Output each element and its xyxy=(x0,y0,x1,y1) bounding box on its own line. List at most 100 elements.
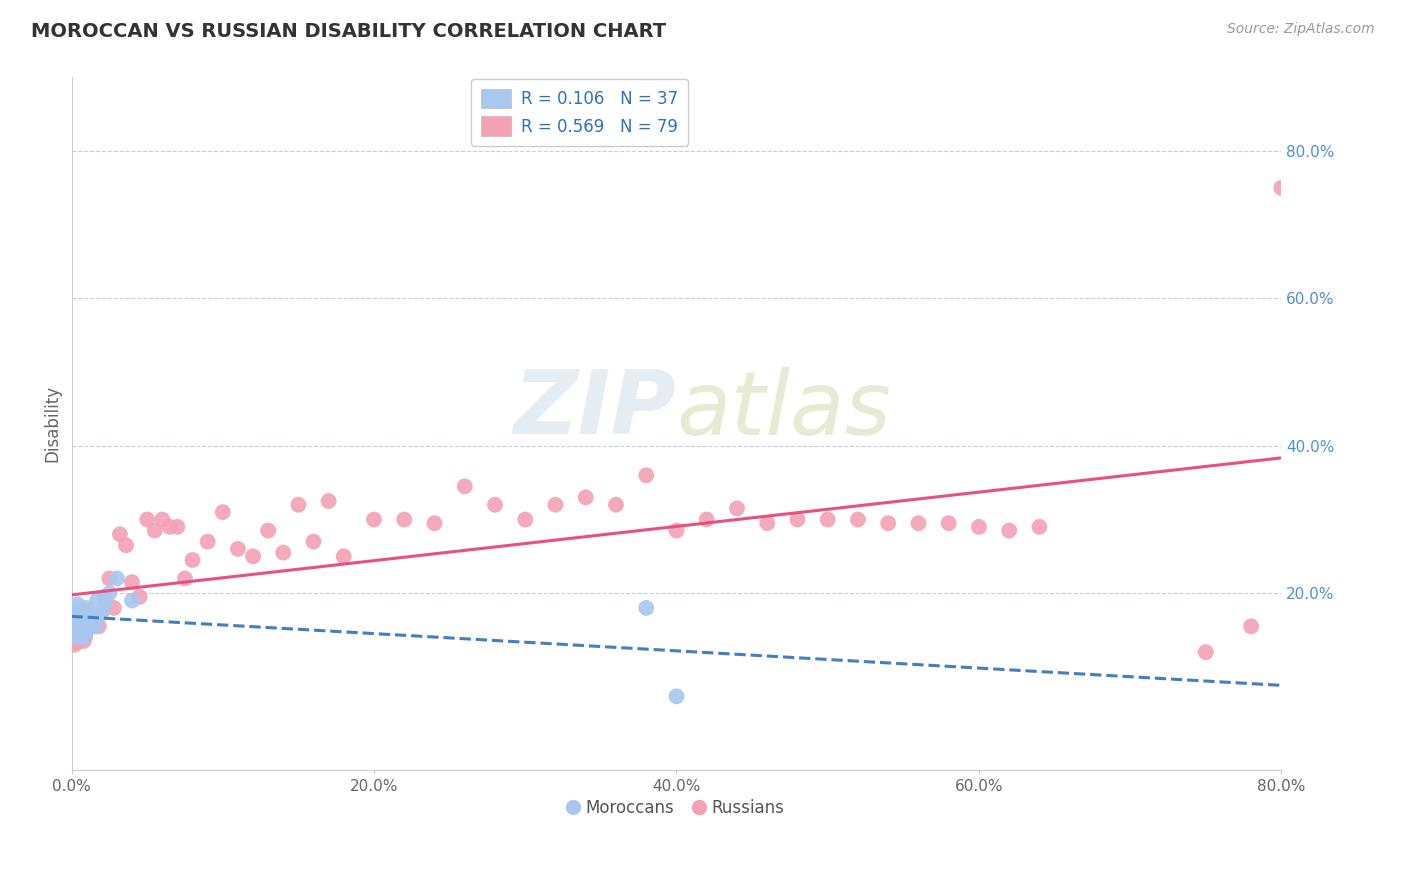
Point xyxy=(66,597,89,611)
Point xyxy=(82,619,104,633)
Point xyxy=(786,512,808,526)
Point xyxy=(271,546,294,560)
Point xyxy=(67,623,90,637)
Point xyxy=(363,512,385,526)
Point xyxy=(66,634,89,648)
Point xyxy=(63,638,86,652)
Point xyxy=(1270,181,1292,195)
Point xyxy=(63,631,86,645)
Point xyxy=(938,516,960,531)
Point xyxy=(80,619,103,633)
Point xyxy=(67,608,90,623)
Point xyxy=(544,498,567,512)
Point xyxy=(394,512,416,526)
Point xyxy=(77,605,100,619)
Point xyxy=(65,605,87,619)
Point xyxy=(67,631,90,645)
Point xyxy=(756,516,779,531)
Point xyxy=(103,601,125,615)
Point xyxy=(76,623,98,637)
Point xyxy=(575,491,598,505)
Point xyxy=(82,612,104,626)
Point xyxy=(79,608,101,623)
Point xyxy=(515,512,537,526)
Point xyxy=(75,619,97,633)
Point xyxy=(76,612,98,626)
Point xyxy=(605,498,627,512)
Point xyxy=(159,520,181,534)
Point xyxy=(84,612,107,626)
Point xyxy=(84,619,107,633)
Point xyxy=(998,524,1021,538)
Point xyxy=(94,597,117,611)
Point xyxy=(121,593,143,607)
Point xyxy=(115,538,138,552)
Point xyxy=(128,590,150,604)
Point xyxy=(211,505,233,519)
Point xyxy=(136,512,159,526)
Point xyxy=(257,524,280,538)
Point xyxy=(143,524,166,538)
Point xyxy=(69,626,91,640)
Point xyxy=(636,468,658,483)
Point xyxy=(83,612,105,626)
Point xyxy=(83,608,105,623)
Point xyxy=(226,541,249,556)
Point xyxy=(76,605,98,619)
Point xyxy=(76,601,98,615)
Point xyxy=(69,619,91,633)
Point xyxy=(62,619,84,633)
Point xyxy=(1195,645,1218,659)
Point xyxy=(108,527,131,541)
Point xyxy=(70,626,93,640)
Y-axis label: Disability: Disability xyxy=(44,385,60,462)
Point xyxy=(817,512,839,526)
Point xyxy=(87,608,110,623)
Point xyxy=(454,479,477,493)
Point xyxy=(967,520,990,534)
Text: atlas: atlas xyxy=(676,367,891,453)
Point xyxy=(174,571,197,585)
Point xyxy=(1240,619,1263,633)
Point xyxy=(181,553,204,567)
Point xyxy=(65,605,87,619)
Point xyxy=(62,612,84,626)
Point xyxy=(907,516,929,531)
Point xyxy=(72,612,94,626)
Point xyxy=(90,605,112,619)
Point xyxy=(70,626,93,640)
Point xyxy=(242,549,264,564)
Point xyxy=(484,498,506,512)
Point xyxy=(69,605,91,619)
Point xyxy=(636,601,658,615)
Point xyxy=(75,612,97,626)
Point xyxy=(72,631,94,645)
Point xyxy=(846,512,869,526)
Point xyxy=(302,534,325,549)
Point xyxy=(77,612,100,626)
Text: MOROCCAN VS RUSSIAN DISABILITY CORRELATION CHART: MOROCCAN VS RUSSIAN DISABILITY CORRELATI… xyxy=(31,22,666,41)
Point xyxy=(423,516,446,531)
Point xyxy=(121,575,143,590)
Point xyxy=(75,605,97,619)
Point xyxy=(72,634,94,648)
Point xyxy=(76,612,98,626)
Point xyxy=(696,512,718,526)
Text: ZIP: ZIP xyxy=(513,367,676,453)
Point xyxy=(77,619,100,633)
Point xyxy=(725,501,748,516)
Point xyxy=(105,571,128,585)
Point xyxy=(1028,520,1050,534)
Point xyxy=(62,612,84,626)
Point xyxy=(877,516,900,531)
Point xyxy=(67,608,90,623)
Point xyxy=(66,626,89,640)
Point xyxy=(166,520,188,534)
Point xyxy=(80,608,103,623)
Point xyxy=(79,615,101,630)
Point xyxy=(287,498,309,512)
Point xyxy=(75,631,97,645)
Point xyxy=(65,619,87,633)
Point xyxy=(332,549,354,564)
Point xyxy=(318,494,340,508)
